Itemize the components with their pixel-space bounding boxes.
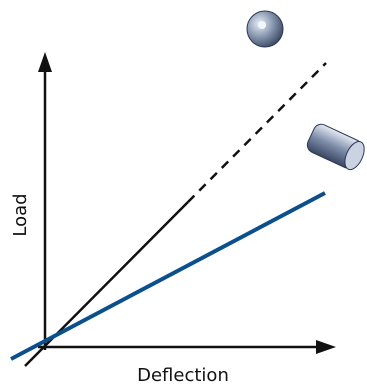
stiff-line-dashed <box>187 62 327 203</box>
y-axis-label: Load <box>10 193 31 236</box>
x-arrow <box>316 340 336 354</box>
axes <box>38 52 336 354</box>
x-axis-label: Deflection <box>137 365 229 386</box>
y-arrow <box>38 52 52 72</box>
stiff-line <box>24 201 189 367</box>
soft-line <box>10 191 326 361</box>
ball-icon <box>246 10 284 48</box>
roller-icon <box>306 123 365 171</box>
